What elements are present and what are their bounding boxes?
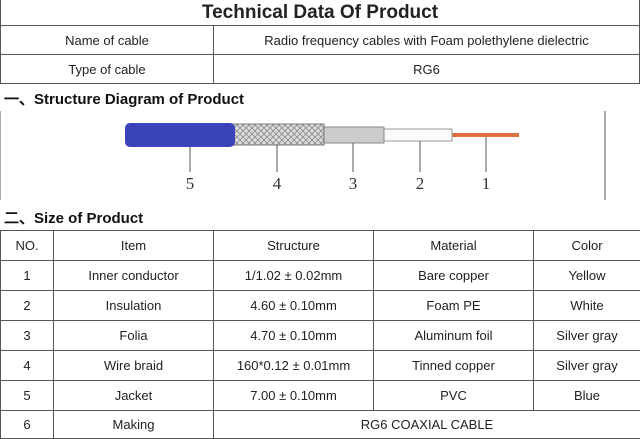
table-cell: 4.70 ± 0.10mm [213,320,374,351]
cable-diagram: 5 4 3 2 1 [0,111,606,200]
table-cell: 4 [0,350,54,381]
table-cell: 4.60 ± 0.10mm [213,290,374,321]
part-number: 3 [349,174,358,193]
info-value: RG6 [213,54,640,84]
table-cell: Yellow [533,260,640,291]
table-cell: Making [53,410,214,439]
table-cell: 3 [0,320,54,351]
title: Technical Data Of Product [0,0,640,26]
section-heading: 二、Size of Product [4,210,144,227]
table-cell: 1/1.02 ± 0.02mm [213,260,374,291]
column-header: Material [373,230,534,261]
table-cell: PVC [373,380,534,411]
table-cell: Blue [533,380,640,411]
part-number: 4 [273,174,282,193]
part-number: 2 [416,174,425,193]
table-cell: Jacket [53,380,214,411]
part-number: 1 [482,174,491,193]
table-cell: Tinned copper [373,350,534,381]
table-cell: 1 [0,260,54,291]
table-cell: Silver gray [533,350,640,381]
table-cell: RG6 COAXIAL CABLE [213,410,640,439]
table-cell: White [533,290,640,321]
table-cell: Insulation [53,290,214,321]
table-cell: 7.00 ± 0.10mm [213,380,374,411]
part-number: 5 [186,174,195,193]
info-value: Radio frequency cables with Foam polethy… [213,25,640,55]
table-cell: 5 [0,380,54,411]
section-heading: 一、Structure Diagram of Product [4,91,245,108]
table-cell: Aluminum foil [373,320,534,351]
column-header: Structure [213,230,374,261]
table-cell: Inner conductor [53,260,214,291]
table-cell: 2 [0,290,54,321]
column-header: Color [533,230,640,261]
table-cell: 6 [0,410,54,439]
column-header: NO. [0,230,54,261]
info-label: Type of cable [0,54,214,84]
table-cell: Wire braid [53,350,214,381]
column-header: Item [53,230,214,261]
info-label: Name of cable [0,25,214,55]
table-cell: 160*0.12 ± 0.01mm [213,350,374,381]
table-cell: Silver gray [533,320,640,351]
table-cell: Bare copper [373,260,534,291]
table-cell: Foam PE [373,290,534,321]
table-cell: Folia [53,320,214,351]
